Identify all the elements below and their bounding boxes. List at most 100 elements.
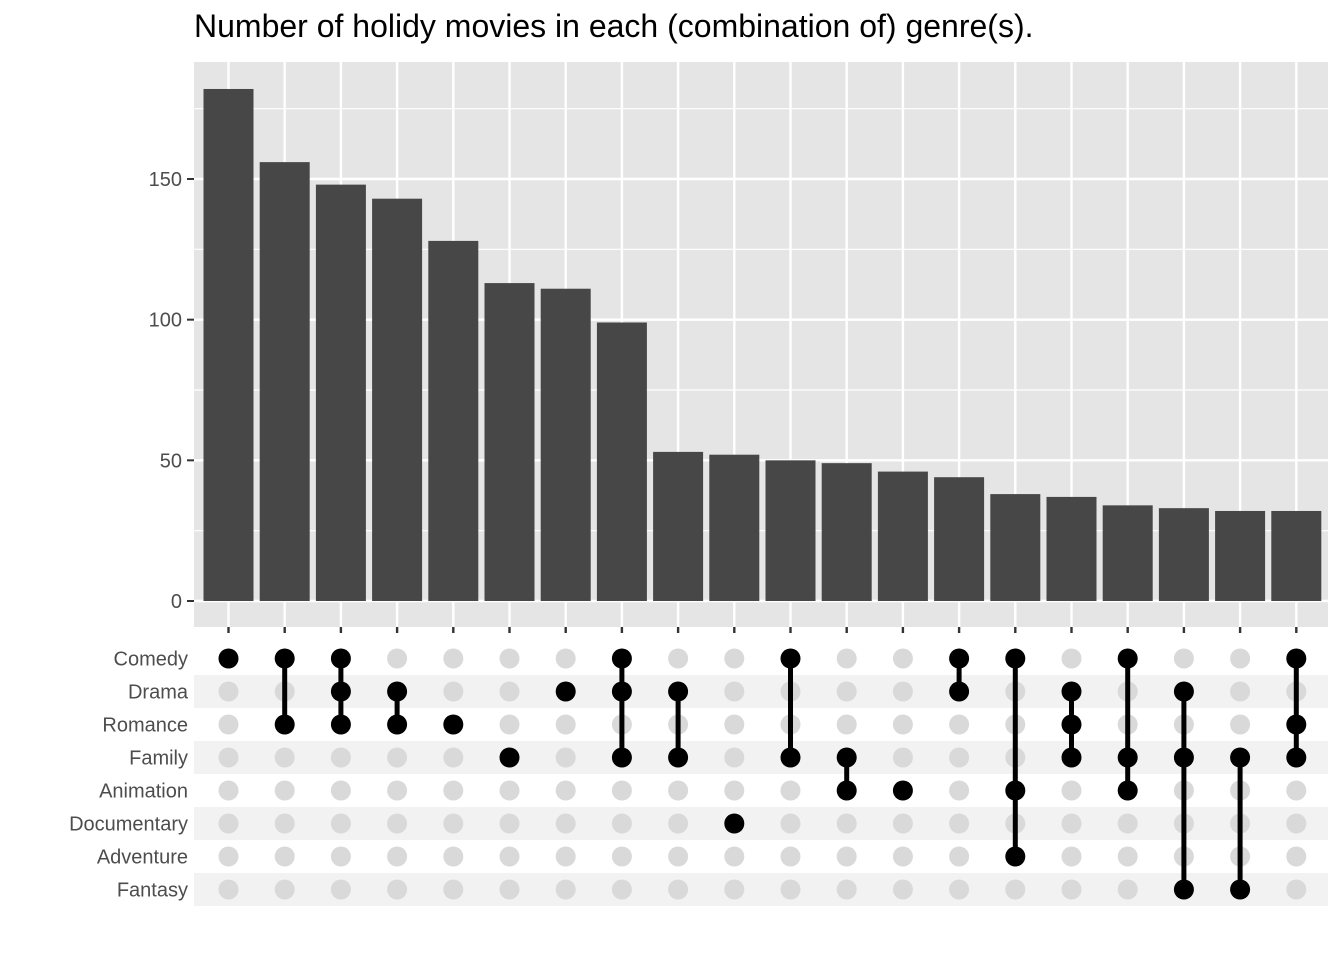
matrix-dot-inactive xyxy=(949,813,970,834)
matrix-dot-inactive xyxy=(668,879,689,900)
y-tick-label: 150 xyxy=(149,169,182,191)
matrix-dot-active xyxy=(1061,747,1082,768)
matrix-dot-inactive xyxy=(499,648,520,669)
matrix-dot-inactive xyxy=(1286,846,1307,867)
matrix-dot-inactive xyxy=(892,714,913,735)
matrix-dot-inactive xyxy=(668,813,689,834)
matrix-dot-inactive xyxy=(611,879,632,900)
matrix-dot-inactive xyxy=(892,879,913,900)
matrix-dot-inactive xyxy=(387,813,408,834)
matrix-dot-active xyxy=(1173,879,1194,900)
matrix-dot-inactive xyxy=(836,648,857,669)
matrix-dot-inactive xyxy=(387,648,408,669)
matrix-dot-inactive xyxy=(274,813,295,834)
matrix-dot-inactive xyxy=(499,681,520,702)
y-axis: 0 50 100 150 xyxy=(149,169,194,613)
bar xyxy=(259,162,310,601)
matrix-dot-inactive xyxy=(836,879,857,900)
matrix-dot-inactive xyxy=(892,813,913,834)
matrix-dot-active xyxy=(387,714,408,735)
matrix-dot-inactive xyxy=(668,780,689,801)
matrix-dot-active xyxy=(1061,681,1082,702)
matrix-dot-active xyxy=(330,648,351,669)
bar xyxy=(1158,508,1209,601)
matrix-dot-inactive xyxy=(892,747,913,768)
y-tick-label: 50 xyxy=(160,450,182,472)
matrix-dot-inactive xyxy=(724,780,745,801)
matrix-dot-inactive xyxy=(387,747,408,768)
matrix-dot-inactive xyxy=(1117,813,1138,834)
matrix-dot-inactive xyxy=(1286,813,1307,834)
matrix-dot-inactive xyxy=(1286,879,1307,900)
bar xyxy=(1215,510,1266,601)
matrix-dot-inactive xyxy=(330,747,351,768)
matrix-dot-active xyxy=(330,714,351,735)
matrix-dot-inactive xyxy=(330,813,351,834)
matrix-dot-inactive xyxy=(724,648,745,669)
matrix-dot-active xyxy=(611,648,632,669)
matrix-dot-inactive xyxy=(780,813,801,834)
matrix-dot-inactive xyxy=(949,747,970,768)
matrix-dot-inactive xyxy=(499,780,520,801)
matrix-dot-active xyxy=(274,648,295,669)
matrix-dot-active xyxy=(1286,648,1307,669)
matrix-dot-active xyxy=(949,648,970,669)
matrix-dot-inactive xyxy=(611,846,632,867)
matrix-dot-inactive xyxy=(668,648,689,669)
matrix-dot-inactive xyxy=(443,879,464,900)
y-tick-label: 0 xyxy=(171,591,182,613)
matrix-dot-inactive xyxy=(949,780,970,801)
matrix-dot-inactive xyxy=(555,813,576,834)
matrix-dot-active xyxy=(1230,747,1251,768)
set-label: Comedy xyxy=(114,649,188,671)
bar xyxy=(315,184,366,602)
matrix-dot-inactive xyxy=(1230,681,1251,702)
matrix-dot-inactive xyxy=(274,846,295,867)
bar xyxy=(653,451,704,601)
matrix-dot-inactive xyxy=(836,813,857,834)
matrix-dot-active xyxy=(836,747,857,768)
matrix-dot-active xyxy=(499,747,520,768)
matrix-dot-inactive xyxy=(274,780,295,801)
matrix-dot-inactive xyxy=(218,681,239,702)
matrix-dot-inactive xyxy=(1061,780,1082,801)
matrix-dot-active xyxy=(1061,714,1082,735)
matrix-dot-inactive xyxy=(724,846,745,867)
matrix-dot-active xyxy=(443,714,464,735)
matrix-dot-inactive xyxy=(1061,648,1082,669)
bar xyxy=(1271,510,1322,601)
matrix-dot-active xyxy=(611,747,632,768)
matrix-dot-active xyxy=(668,681,689,702)
bar xyxy=(709,454,760,601)
matrix-dot-inactive xyxy=(330,879,351,900)
matrix-dot-active xyxy=(1117,648,1138,669)
matrix-dot-inactive xyxy=(949,846,970,867)
bar xyxy=(428,240,479,602)
bar xyxy=(1046,496,1097,601)
matrix-dot-inactive xyxy=(218,714,239,735)
matrix-dot-inactive xyxy=(274,879,295,900)
matrix-dot-active xyxy=(218,648,239,669)
matrix-dot-inactive xyxy=(499,879,520,900)
matrix-dot-active xyxy=(330,681,351,702)
matrix-dot-active xyxy=(1230,879,1251,900)
matrix-dot-active xyxy=(1173,681,1194,702)
chart-title: Number of holidy movies in each (combina… xyxy=(194,8,1034,44)
matrix-dot-active xyxy=(1286,747,1307,768)
matrix-dot-active xyxy=(949,681,970,702)
matrix-dot-active xyxy=(724,813,745,834)
matrix-dot-active xyxy=(387,681,408,702)
matrix-dot-inactive xyxy=(274,747,295,768)
matrix-dot-inactive xyxy=(949,879,970,900)
matrix-dot-inactive xyxy=(780,780,801,801)
matrix-dot-inactive xyxy=(330,846,351,867)
set-label: Fantasy xyxy=(117,880,188,902)
bar xyxy=(203,88,254,602)
matrix-dot-inactive xyxy=(836,681,857,702)
set-label: Animation xyxy=(99,781,188,803)
matrix-dot-inactive xyxy=(780,846,801,867)
bar xyxy=(821,463,872,601)
matrix-dot-inactive xyxy=(780,879,801,900)
matrix-dot-inactive xyxy=(218,846,239,867)
